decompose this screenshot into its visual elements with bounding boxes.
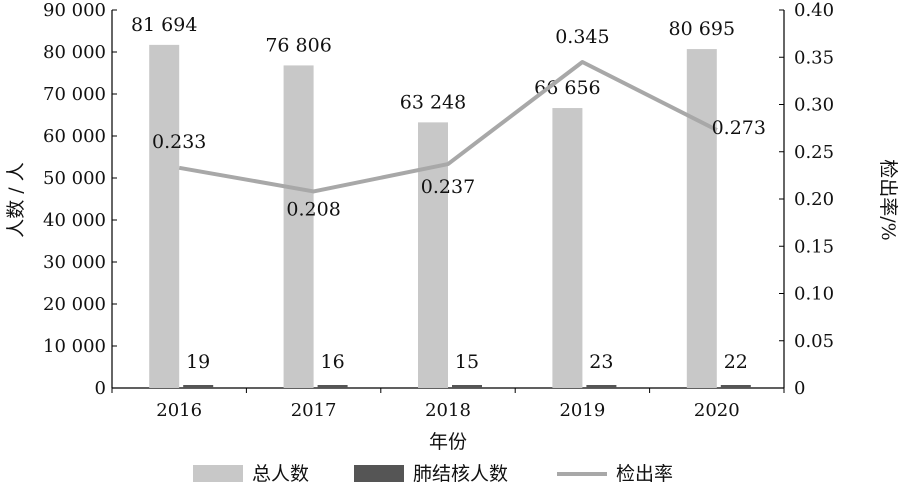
- x-tick-label: 2017: [291, 400, 337, 421]
- rate-data-label: 0.233: [152, 131, 206, 153]
- total-bar: [418, 122, 448, 388]
- tb-bar: [183, 385, 214, 388]
- legend-swatch-tb: [354, 465, 404, 482]
- legend-swatch-total: [193, 465, 243, 482]
- right-tick-label: 0: [794, 378, 805, 399]
- tb-bar: [720, 385, 751, 388]
- right-tick-label: 0.25: [794, 142, 834, 163]
- total-bar: [552, 108, 583, 388]
- legend-label-total: 总人数: [252, 463, 309, 485]
- left-tick-label: 20 000: [43, 294, 106, 315]
- left-tick-label: 80 000: [43, 42, 106, 63]
- legend-label-rate: 检出率: [616, 463, 673, 485]
- left-tick-label: 0: [95, 378, 106, 399]
- rate-data-label: 0.237: [421, 176, 475, 198]
- rate-line: [178, 59, 718, 194]
- total-bar: [149, 44, 180, 389]
- total-bar: [283, 65, 314, 389]
- total-bar-data-label: 66 656: [534, 77, 600, 99]
- left-tick-label: 10 000: [43, 336, 106, 357]
- right-tick-label: 0.20: [794, 189, 834, 210]
- x-tick-label: 2020: [694, 400, 740, 421]
- tb-bar-data-label: 19: [186, 351, 210, 373]
- right-axis-title: 检出率/%: [877, 159, 899, 240]
- rate-data-label: 0.273: [712, 117, 766, 139]
- total-bar: [686, 49, 717, 389]
- left-tick-label: 60 000: [43, 126, 106, 147]
- x-tick-label: 2019: [559, 400, 605, 421]
- left-tick-label: 40 000: [43, 210, 106, 231]
- rate-data-label: 0.345: [555, 26, 609, 48]
- tb-bar-data-label: 23: [589, 351, 613, 373]
- left-tick-label: 70 000: [43, 84, 106, 105]
- x-tick-label: 2018: [425, 400, 471, 421]
- left-tick-label: 30 000: [43, 252, 106, 273]
- total-bar-data-label: 76 806: [265, 34, 331, 56]
- tb-bar: [452, 385, 482, 388]
- x-axis-title: 年份: [429, 431, 467, 453]
- tb-bar-data-label: 22: [724, 351, 748, 373]
- tb-bar: [586, 385, 617, 388]
- tb-bar-data-label: 16: [321, 351, 345, 373]
- left-tick-label: 90 000: [43, 0, 106, 21]
- left-tick-label: 50 000: [43, 168, 106, 189]
- total-bar-data-label: 80 695: [669, 18, 735, 40]
- right-tick-label: 0.15: [794, 236, 834, 257]
- right-tick-label: 0.40: [794, 0, 834, 21]
- right-tick-label: 0.30: [794, 95, 834, 116]
- x-tick-label: 2016: [156, 400, 202, 421]
- total-bar-data-label: 63 248: [400, 91, 466, 113]
- legend-label-tb: 肺结核人数: [413, 463, 508, 485]
- right-tick-label: 0.10: [794, 284, 834, 305]
- tb-bar: [317, 385, 348, 388]
- right-tick-label: 0.05: [794, 331, 834, 352]
- total-bar-data-label: 81 694: [131, 14, 197, 36]
- rate-data-label: 0.208: [286, 198, 340, 220]
- left-axis-title: 人数 / 人: [5, 162, 27, 237]
- tb-bar-data-label: 15: [455, 351, 479, 373]
- right-tick-label: 0.35: [794, 47, 834, 68]
